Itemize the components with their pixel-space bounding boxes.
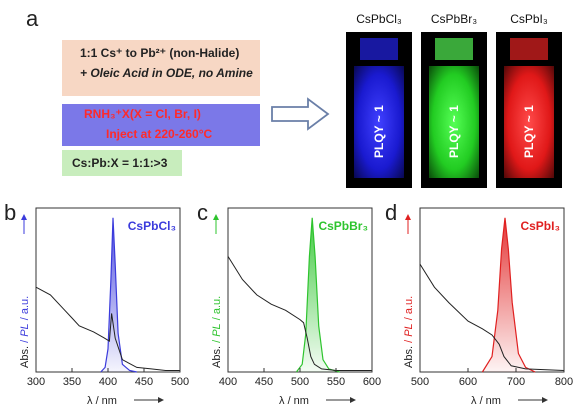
injection-box: RNH₃⁺X(X = Cl, Br, I) Inject at 220-260°…	[62, 104, 260, 146]
y-axis-arrowhead	[213, 214, 219, 220]
y-axis-label-part: PL	[211, 323, 223, 340]
y-axis-label: Abs. / PL / a.u.	[19, 296, 31, 368]
x-tick-label: 300	[27, 376, 45, 388]
vial-br: PLQY ~ 1	[421, 32, 487, 188]
x-tick-label: 450	[255, 376, 273, 388]
vial-i-plqy: PLQY ~ 1	[522, 105, 536, 159]
absorbance-line	[419, 263, 565, 371]
x-axis-label: λ / nm	[87, 395, 117, 407]
x-tick-label: 400	[219, 376, 237, 388]
y-axis-label-part: PL	[403, 323, 415, 340]
vial-title-cl: CsPbCl₃	[356, 12, 402, 26]
chart-title: CsPbI₃	[520, 219, 560, 233]
x-tick-label: 550	[327, 376, 345, 388]
chart-c: 400 450 500 550 600 CsPbBr₃ λ / nm Abs. / PL / …	[211, 207, 381, 407]
x-tick-label: 700	[507, 376, 525, 388]
chart-title: CsPbBr₃	[318, 219, 368, 233]
vial-br-plqy: PLQY ~ 1	[447, 105, 461, 159]
precursor-line1: 1:1 Cs⁺ to Pb²⁺ (non-Halide)	[80, 46, 240, 60]
y-axis-label-part: Abs.	[19, 346, 31, 368]
pl-line	[100, 217, 137, 373]
x-tick-label: 500	[411, 376, 429, 388]
y-axis-arrowhead	[405, 214, 411, 220]
x-axis-arrowhead	[542, 397, 548, 403]
panel-label-d: d	[385, 200, 398, 225]
y-axis-label-part: Abs.	[211, 346, 223, 368]
chart-d: 500 600 700 800 CsPbI₃ λ / nm Abs. / PL / a.u.	[403, 207, 573, 407]
absorbance-line	[35, 286, 180, 371]
y-axis-label: Abs. / PL / a.u.	[403, 296, 415, 368]
panel-label-a: a	[26, 6, 39, 31]
x-axis-arrowhead	[350, 397, 356, 403]
x-tick-label: 350	[63, 376, 81, 388]
pl-fill	[482, 217, 536, 372]
y-axis-label-part: PL	[19, 323, 31, 340]
y-axis-label-part: /	[19, 339, 31, 346]
x-tick-label: 500	[171, 376, 189, 388]
x-axis-label: λ / nm	[471, 395, 501, 407]
y-axis-label: Abs. / PL / a.u.	[211, 296, 223, 368]
arrow-right-icon	[271, 97, 330, 131]
vial-title-br: CsPbBr₃	[430, 12, 478, 26]
y-axis-label-part: / a.u.	[211, 296, 223, 324]
y-axis-label-part: / a.u.	[403, 296, 415, 324]
vial-title-i: CsPbI₃	[510, 12, 548, 26]
y-axis-arrowhead	[21, 214, 27, 220]
chart-b: 300 350 400 450 500 CsPbCl₃ λ / nm Abs. / PL / …	[19, 207, 189, 407]
x-tick-label: 600	[459, 376, 477, 388]
precursor-box: 1:1 Cs⁺ to Pb²⁺ (non-Halide) + Oleic Aci…	[62, 40, 260, 96]
y-axis-label-part: Abs.	[403, 346, 415, 368]
pl-line	[295, 217, 340, 373]
x-tick-label: 400	[99, 376, 117, 388]
ratio-box: Cs:Pb:X = 1:1:>3	[62, 150, 182, 176]
chart-title: CsPbCl₃	[128, 219, 176, 233]
pl-fill	[296, 217, 340, 372]
vial-cl: PLQY ~ 1	[346, 32, 412, 188]
injection-line1: RNH₃⁺X(X = Cl, Br, I)	[84, 107, 201, 121]
x-tick-label: 800	[555, 376, 573, 388]
x-axis-label: λ / nm	[279, 395, 309, 407]
precursor-line2: + Oleic Acid in ODE, no Amine	[80, 66, 253, 80]
panel-label-c: c	[197, 200, 208, 225]
vial-cl-plqy: PLQY ~ 1	[372, 105, 386, 159]
x-tick-label: 450	[135, 376, 153, 388]
x-axis-arrowhead	[158, 397, 164, 403]
y-axis-label-part: /	[403, 339, 415, 346]
absorbance-line	[227, 256, 372, 371]
x-tick-label: 500	[291, 376, 309, 388]
injection-line2: Inject at 220-260°C	[106, 127, 213, 141]
panel-label-b: b	[4, 200, 17, 225]
vial-i: PLQY ~ 1	[496, 32, 562, 188]
pl-line	[481, 217, 536, 373]
y-axis-label-part: /	[211, 339, 223, 346]
ratio-text: Cs:Pb:X = 1:1:>3	[72, 156, 168, 170]
x-tick-label: 600	[363, 376, 381, 388]
y-axis-label-part: / a.u.	[19, 296, 31, 324]
